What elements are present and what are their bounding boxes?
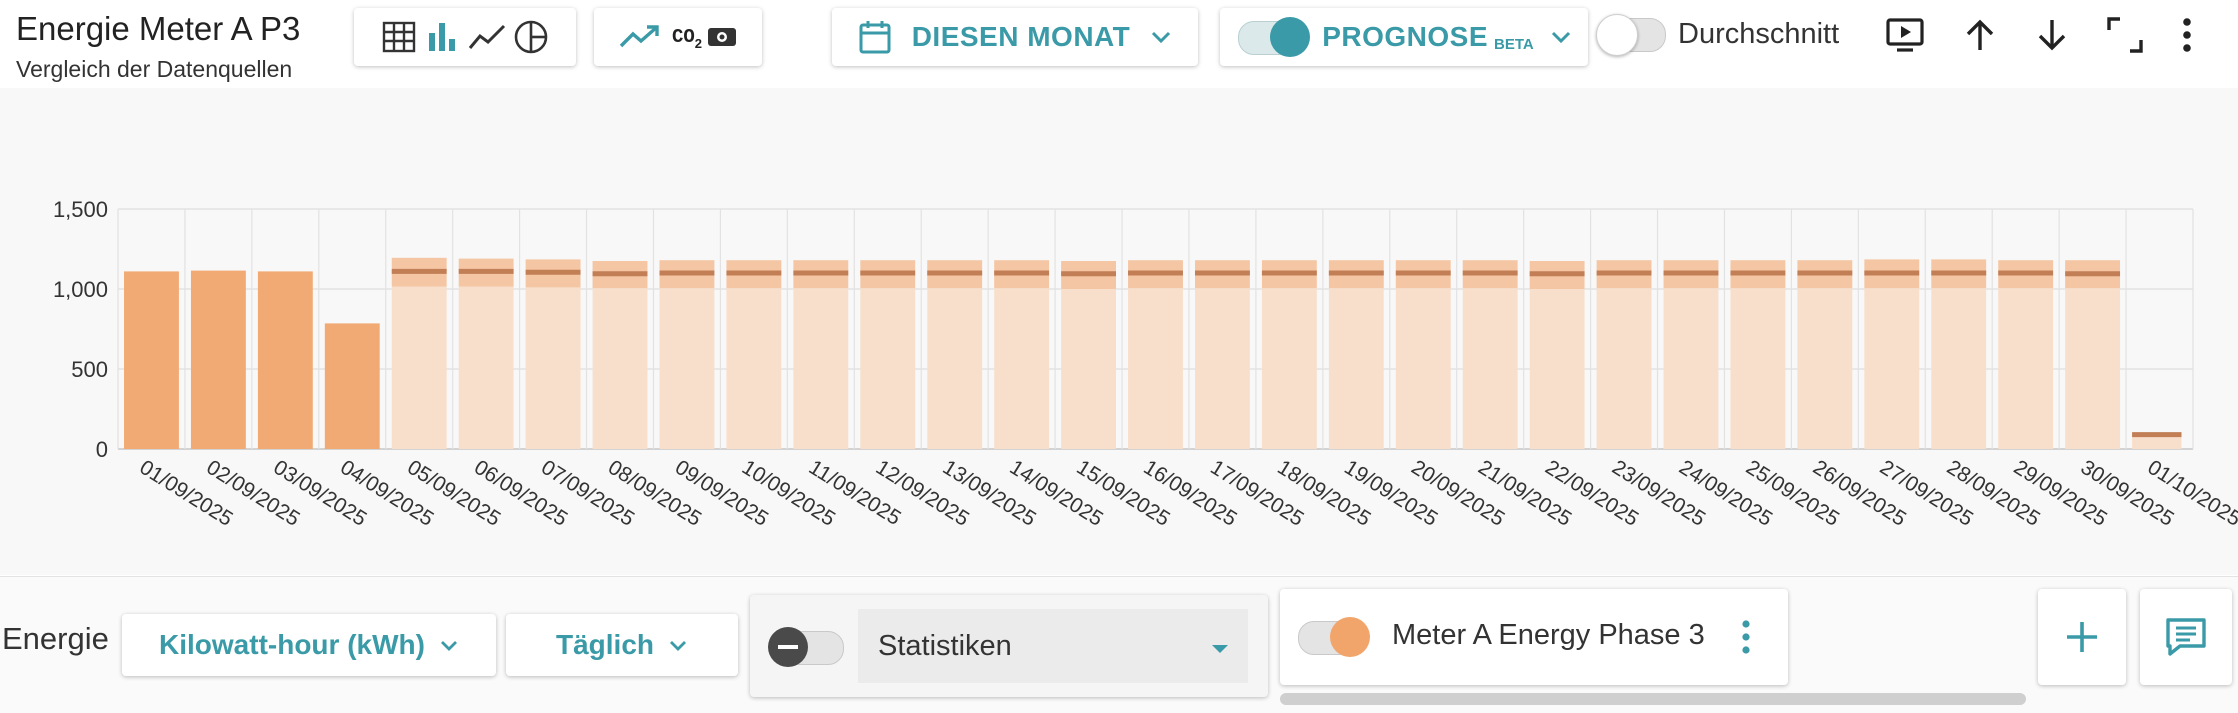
forecast-bar <box>458 286 514 449</box>
table-icon[interactable] <box>377 15 421 59</box>
forecast-bar <box>1730 288 1786 449</box>
forecast-bar <box>1596 288 1652 449</box>
forecast-bar <box>659 288 715 449</box>
chart-area: 0 500 1,000 1,500 01/09/2025 02/09/2025 03/09/… <box>0 88 2238 575</box>
average-label: Durchschnitt <box>1678 18 1840 50</box>
series-toggle[interactable] <box>1296 617 1376 657</box>
calendar-icon <box>859 21 891 54</box>
actual-bar <box>190 270 246 449</box>
forecast-bar <box>1529 289 1585 449</box>
comment-icon <box>2166 618 2206 656</box>
analysis-switcher: CO 2 <box>594 8 762 66</box>
forecast-bar <box>1395 288 1451 449</box>
forecast-bar <box>1128 288 1183 449</box>
bar-chart-icon[interactable] <box>421 15 465 59</box>
more-vert-icon[interactable] <box>2170 12 2204 58</box>
presentation-icon[interactable] <box>1882 12 1928 58</box>
page-title: Energie Meter A P3 <box>16 10 301 47</box>
money-icon[interactable] <box>702 15 742 59</box>
forecast-label: PROGNOSE <box>1322 21 1489 52</box>
comment-button[interactable] <box>2140 589 2232 685</box>
forecast-bar <box>391 286 447 449</box>
forecast-bar <box>1663 288 1719 449</box>
forecast-bar <box>1462 288 1518 449</box>
co2-icon[interactable]: CO 2 <box>671 26 703 51</box>
chevron-down-icon <box>1551 31 1570 44</box>
forecast-bar <box>860 288 916 449</box>
statistics-select[interactable]: Statistiken <box>858 609 1248 683</box>
y-tick-label: 500 <box>71 357 108 382</box>
chart-header: Energie Meter A P3 Vergleich der Datenqu… <box>0 0 2238 88</box>
add-series-button[interactable] <box>2038 589 2126 685</box>
actual-bar <box>324 323 380 449</box>
forecast-bar <box>1261 288 1317 449</box>
forecast-bar <box>1797 288 1853 449</box>
bar-chart: 05001,0001,50001/09/202502/09/202503/09/… <box>53 197 2238 531</box>
forecast-bar <box>726 288 782 449</box>
interval-label: Täglich <box>555 629 654 660</box>
forecast-bar <box>2065 288 2121 449</box>
y-tick-label: 0 <box>96 437 108 462</box>
chart-type-switcher <box>354 8 576 66</box>
y-tick-label: 1,500 <box>53 197 108 222</box>
arrow-up-icon[interactable] <box>1958 12 2002 58</box>
unit-dropdown[interactable]: Kilowatt-hour (kWh) <box>122 614 496 676</box>
forecast-bar <box>1061 289 1117 449</box>
quantity-label: Energie <box>2 621 109 656</box>
statistics-label: Statistiken <box>878 629 1012 662</box>
arrow-down-icon[interactable] <box>2030 12 2074 58</box>
series-menu-icon[interactable] <box>1734 617 1758 657</box>
forecast-bar <box>1864 288 1920 449</box>
actual-bar <box>257 271 313 449</box>
statistics-toggle[interactable] <box>768 627 844 667</box>
statistics-panel: Statistiken <box>750 595 1268 697</box>
forecast-bar <box>1931 288 1987 449</box>
actual-bar <box>124 271 179 449</box>
forecast-bar <box>994 288 1050 449</box>
caret-down-icon <box>1212 645 1228 653</box>
forecast-bar <box>1998 288 2054 449</box>
forecast-bar <box>525 287 581 449</box>
page-subtitle: Vergleich der Datenquellen <box>16 56 293 82</box>
fullscreen-icon[interactable] <box>2102 12 2148 58</box>
forecast-toggle-knob <box>1270 17 1311 57</box>
trend-icon[interactable] <box>614 15 666 59</box>
minus-icon <box>778 645 798 649</box>
forecast-bar <box>1194 288 1250 449</box>
forecast-bar <box>2132 434 2182 449</box>
period-label: DIESEN MONAT <box>911 21 1131 52</box>
line-chart-icon[interactable] <box>465 15 509 59</box>
statistics-toggle-knob <box>768 627 808 667</box>
forecast-bar <box>592 288 648 449</box>
series-toggle-knob <box>1330 617 1370 657</box>
series-footer: Energie Kilowatt-hour (kWh) Täglich Stat… <box>0 576 2238 713</box>
plus-icon <box>2067 622 2097 652</box>
chevron-down-icon <box>440 640 457 651</box>
forecast-selector[interactable]: PROGNOSE BETA <box>1220 8 1588 66</box>
forecast-bar <box>927 288 983 449</box>
forecast-bar <box>1328 288 1384 449</box>
beta-badge: BETA <box>1494 35 1534 53</box>
pie-chart-icon[interactable] <box>509 15 553 59</box>
y-tick-label: 1,000 <box>53 277 108 302</box>
average-toggle[interactable] <box>1596 14 1666 56</box>
forecast-bar <box>793 288 849 449</box>
interval-dropdown[interactable]: Täglich <box>506 614 738 676</box>
unit-label: Kilowatt-hour (kWh) <box>159 629 425 660</box>
series-card: Meter A Energy Phase 3 <box>1280 589 1788 685</box>
period-selector[interactable]: DIESEN MONAT <box>832 8 1198 66</box>
forecast-toggle[interactable] <box>1236 17 1311 57</box>
average-toggle-knob <box>1596 14 1638 56</box>
chevron-down-icon <box>670 640 686 651</box>
series-label: Meter A Energy Phase 3 <box>1392 619 1705 651</box>
chevron-down-icon <box>1152 31 1171 44</box>
horizontal-scrollbar[interactable] <box>1280 693 2026 705</box>
